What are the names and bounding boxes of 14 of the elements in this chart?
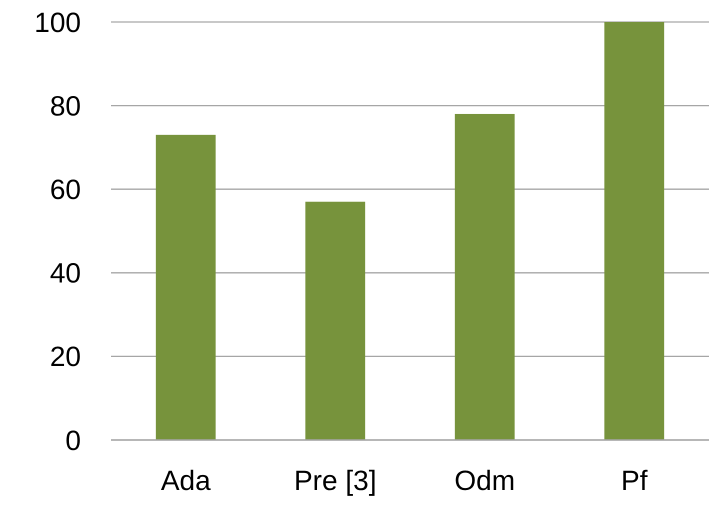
y-tick-label: 40: [50, 258, 81, 289]
x-tick-label: Pre [3]: [294, 465, 376, 496]
bar: [454, 114, 515, 440]
bar: [305, 202, 366, 440]
y-tick-label: 20: [50, 341, 81, 372]
x-tick-label: Ada: [160, 465, 212, 496]
y-tick-label: 0: [65, 424, 81, 456]
bar: [156, 134, 216, 440]
y-tick-label: 60: [50, 174, 81, 205]
x-tick-label: Pf: [621, 465, 648, 496]
y-tick-label: 80: [50, 90, 81, 122]
y-tick-label: 100: [34, 6, 81, 38]
bar: [604, 22, 664, 440]
x-tick-label: Odm: [454, 465, 516, 496]
